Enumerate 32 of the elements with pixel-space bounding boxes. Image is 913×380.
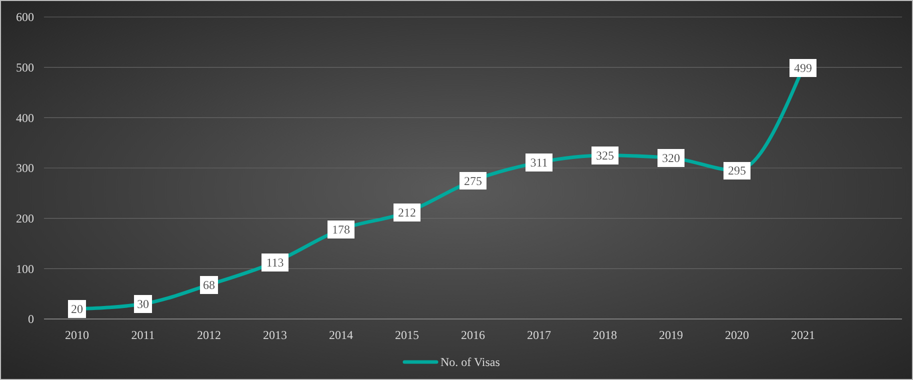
data-label: 30	[137, 297, 149, 312]
y-tick-label: 500	[16, 60, 34, 75]
y-tick-label: 400	[16, 110, 34, 125]
x-tick-label: 2011	[131, 328, 155, 342]
data-label: 275	[464, 174, 482, 188]
data-label: 325	[596, 148, 614, 163]
x-tick-label: 2010	[65, 328, 89, 342]
data-label: 295	[728, 164, 746, 178]
data-label: 320	[662, 151, 680, 166]
y-tick-label: 600	[16, 10, 34, 24]
y-tick-label: 100	[16, 262, 34, 276]
legend-label: No. of Visas	[440, 355, 500, 370]
y-tick-label: 200	[16, 212, 34, 226]
x-tick-label: 2013	[263, 328, 287, 342]
y-tick-label: 0	[28, 312, 34, 326]
data-label: 20	[71, 302, 83, 316]
data-label: 311	[530, 156, 548, 170]
data-label: 68	[203, 278, 215, 292]
data-label: 113	[266, 255, 284, 270]
data-label: 178	[332, 222, 350, 237]
x-tick-label: 2015	[395, 328, 419, 342]
x-tick-label: 2020	[725, 328, 749, 342]
x-tick-label: 2018	[593, 328, 617, 342]
x-tick-label: 2014	[329, 328, 353, 342]
x-tick-label: 2019	[659, 328, 683, 342]
x-tick-label: 2021	[791, 328, 815, 342]
data-label: 212	[398, 205, 416, 220]
data-label: 499	[794, 61, 812, 76]
y-tick-label: 300	[16, 161, 34, 176]
x-tick-label: 2016	[461, 328, 485, 342]
x-tick-label: 2012	[197, 328, 221, 342]
x-tick-label: 2017	[527, 328, 551, 342]
